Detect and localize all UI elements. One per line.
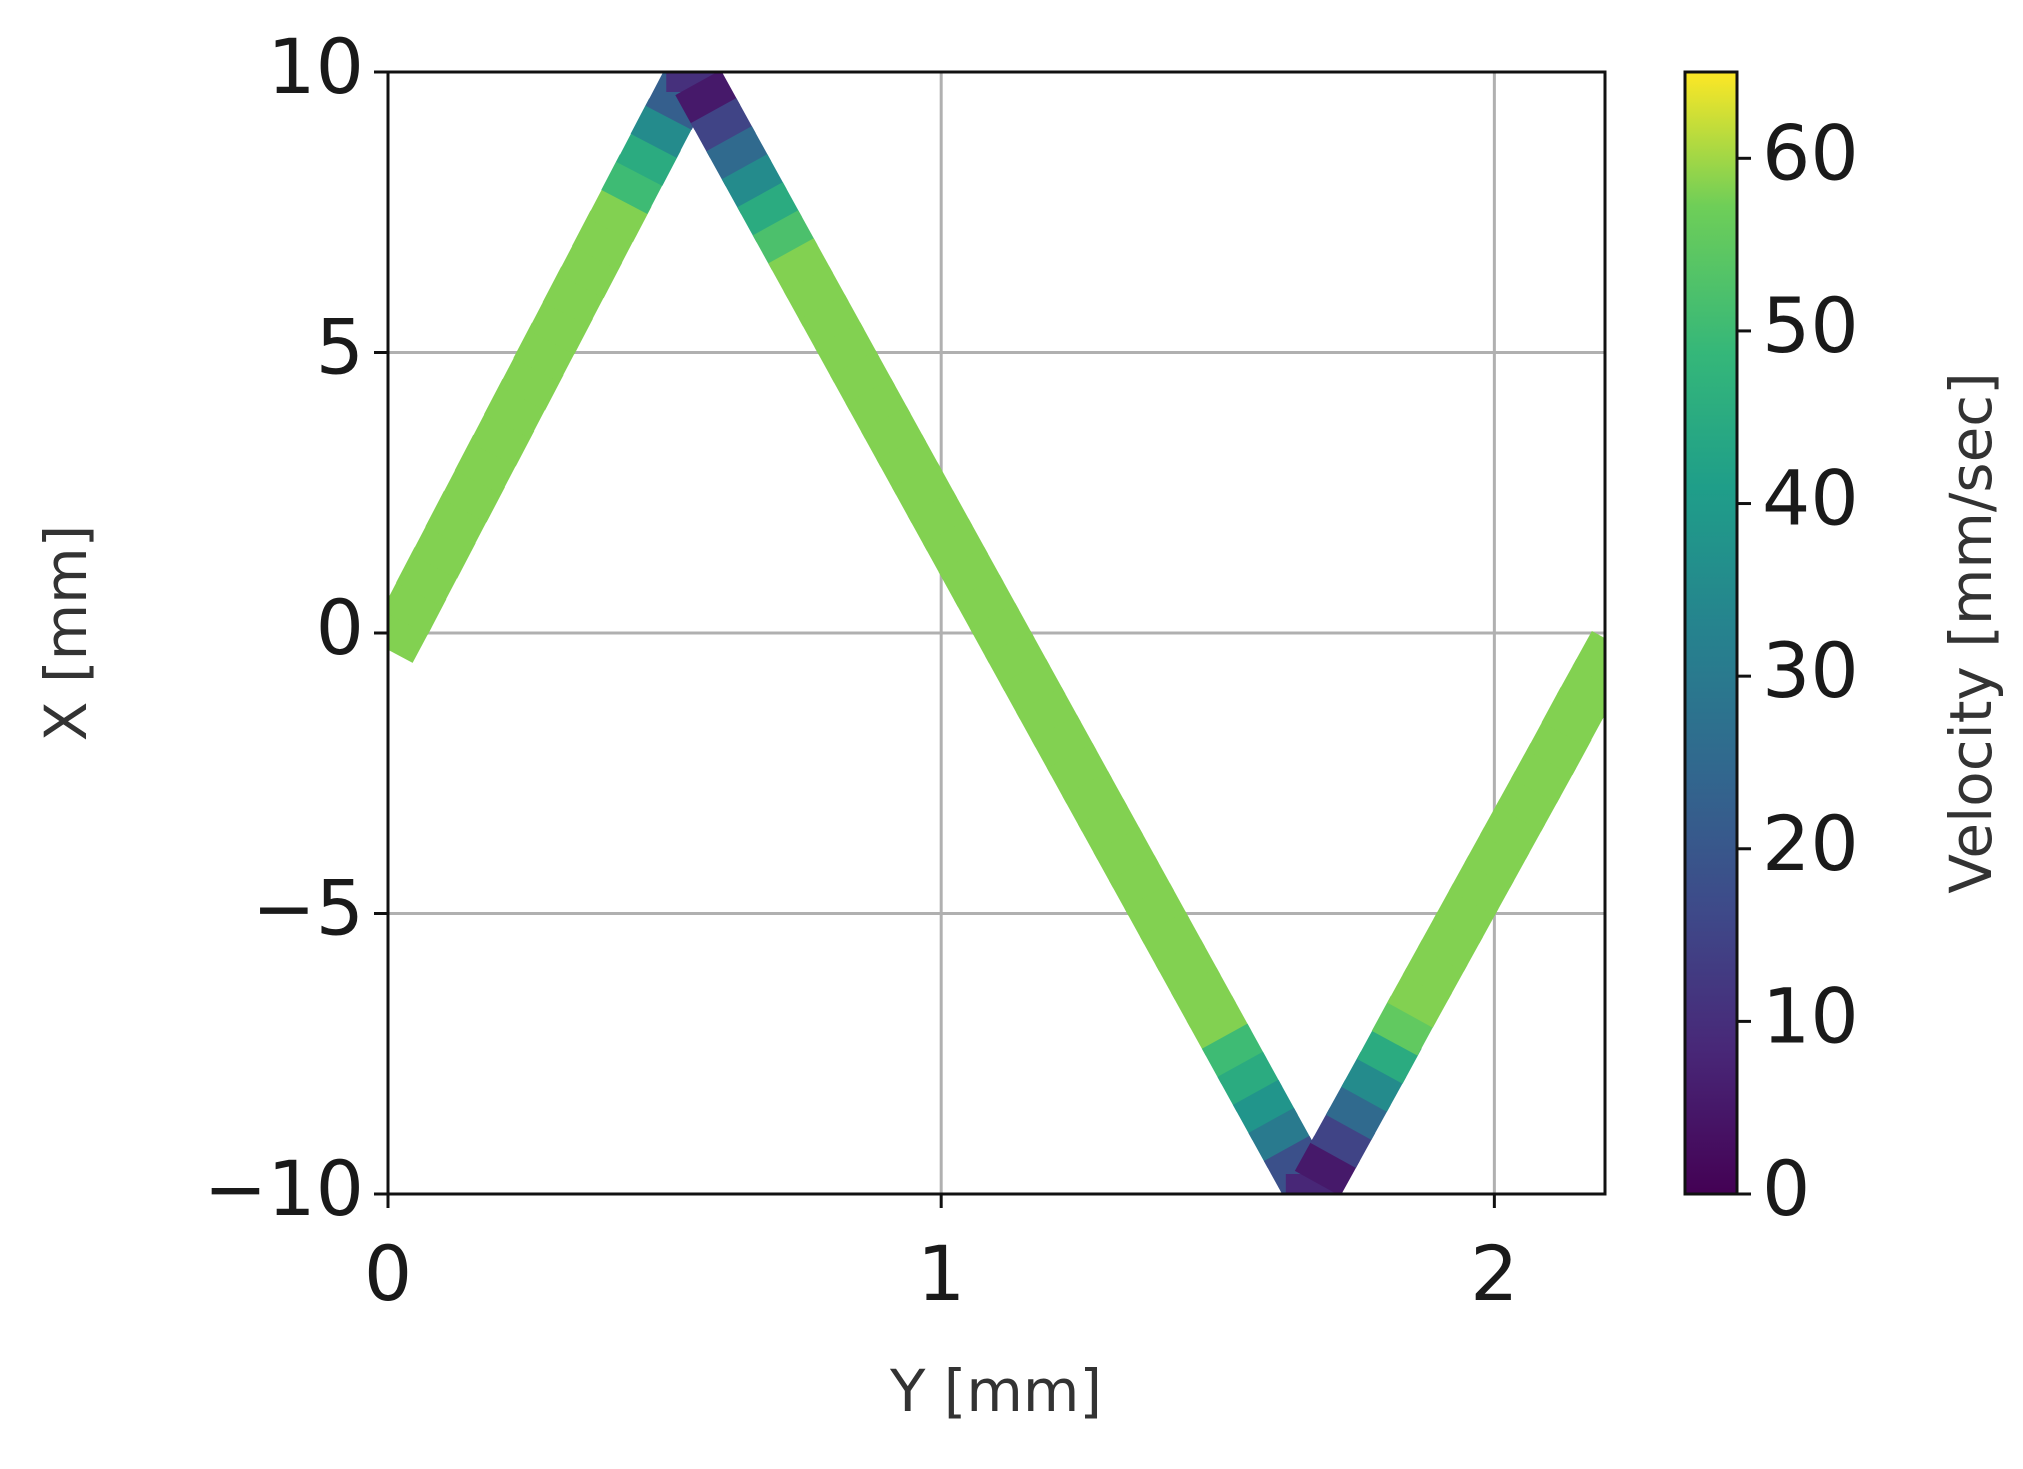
- point: [706, 126, 772, 187]
- colorbar-tick-label: 10: [1762, 971, 1859, 1060]
- point: [1418, 911, 1484, 972]
- point: [1124, 883, 1190, 944]
- y-tick-label: −10: [204, 1144, 364, 1233]
- point: [675, 72, 741, 131]
- point: [1155, 939, 1221, 1000]
- point: [542, 266, 608, 327]
- point: [388, 603, 432, 663]
- point: [845, 378, 911, 439]
- point: [1232, 1079, 1298, 1140]
- point: [1310, 1107, 1376, 1168]
- point: [601, 154, 666, 214]
- point: [1572, 630, 1605, 692]
- y-tick-label: 0: [316, 583, 364, 672]
- point: [1139, 911, 1205, 972]
- point: [1356, 1023, 1422, 1084]
- point: [454, 434, 520, 495]
- point: [1402, 939, 1468, 1000]
- point: [1294, 1135, 1360, 1194]
- point: [1464, 827, 1530, 888]
- point: [1217, 1051, 1283, 1112]
- point: [1480, 799, 1546, 860]
- point: [388, 575, 447, 635]
- point: [1526, 715, 1592, 776]
- point: [1248, 1107, 1314, 1168]
- point: [396, 547, 461, 607]
- point: [892, 462, 958, 523]
- point: [469, 406, 535, 467]
- point: [1170, 967, 1236, 1028]
- point: [586, 182, 652, 243]
- point: [557, 238, 623, 299]
- point: [440, 462, 505, 523]
- point: [690, 98, 756, 159]
- colorbar-label: Velocity [mm/sec]: [1937, 372, 2005, 894]
- point: [1325, 1079, 1391, 1140]
- colorbar: [1683, 70, 1739, 1196]
- point: [1511, 743, 1577, 804]
- point: [969, 602, 1035, 664]
- point: [783, 266, 849, 327]
- point: [1186, 995, 1252, 1056]
- colorbar-tick-label: 30: [1762, 626, 1859, 715]
- point: [1341, 1051, 1407, 1112]
- point: [484, 378, 549, 439]
- point: [630, 98, 696, 158]
- x-axis-label: Y [mm]: [889, 1357, 1102, 1425]
- point: [571, 210, 637, 271]
- y-tick-label: 5: [316, 302, 364, 391]
- point: [1201, 1023, 1267, 1084]
- x-tick-label: 2: [1470, 1229, 1518, 1318]
- point: [814, 322, 880, 383]
- point: [768, 238, 834, 299]
- colorbar-tick-label: 40: [1762, 454, 1859, 543]
- point: [1093, 827, 1159, 888]
- point: [1031, 715, 1097, 776]
- point: [737, 182, 803, 243]
- point: [425, 491, 491, 551]
- point: [411, 519, 476, 579]
- point: [1016, 687, 1081, 748]
- point: [830, 350, 896, 411]
- y-tick-label: −5: [252, 863, 364, 952]
- point: [721, 154, 787, 215]
- colorbar-tick-label: 20: [1762, 799, 1859, 888]
- point: [985, 630, 1050, 692]
- point: [1387, 967, 1453, 1028]
- point: [1541, 687, 1605, 748]
- point: [799, 294, 865, 355]
- point: [923, 518, 988, 579]
- point: [528, 294, 593, 355]
- point: [1062, 771, 1128, 832]
- point: [1433, 883, 1499, 944]
- point: [1078, 799, 1143, 860]
- point: [1000, 659, 1066, 720]
- x-tick-label: 1: [917, 1229, 965, 1318]
- y-axis-label: X [mm]: [32, 525, 100, 741]
- point: [1449, 855, 1515, 916]
- point: [752, 210, 818, 271]
- point: [1371, 995, 1437, 1056]
- point: [1557, 659, 1605, 720]
- point: [498, 350, 564, 411]
- point: [1495, 771, 1561, 832]
- point: [513, 322, 578, 383]
- colorbar-tick-label: 0: [1762, 1144, 1810, 1233]
- point: [938, 546, 1004, 607]
- point: [1109, 855, 1174, 916]
- point: [954, 574, 1019, 636]
- colorbar-tick-label: 50: [1762, 281, 1859, 370]
- colorbar-tick-label: 60: [1762, 108, 1859, 197]
- x-tick-label: 0: [364, 1229, 412, 1318]
- point: [876, 434, 942, 495]
- y-tick-label: 10: [267, 22, 364, 111]
- point: [616, 126, 681, 186]
- point: [907, 490, 973, 551]
- point: [1047, 743, 1112, 804]
- point: [861, 406, 927, 467]
